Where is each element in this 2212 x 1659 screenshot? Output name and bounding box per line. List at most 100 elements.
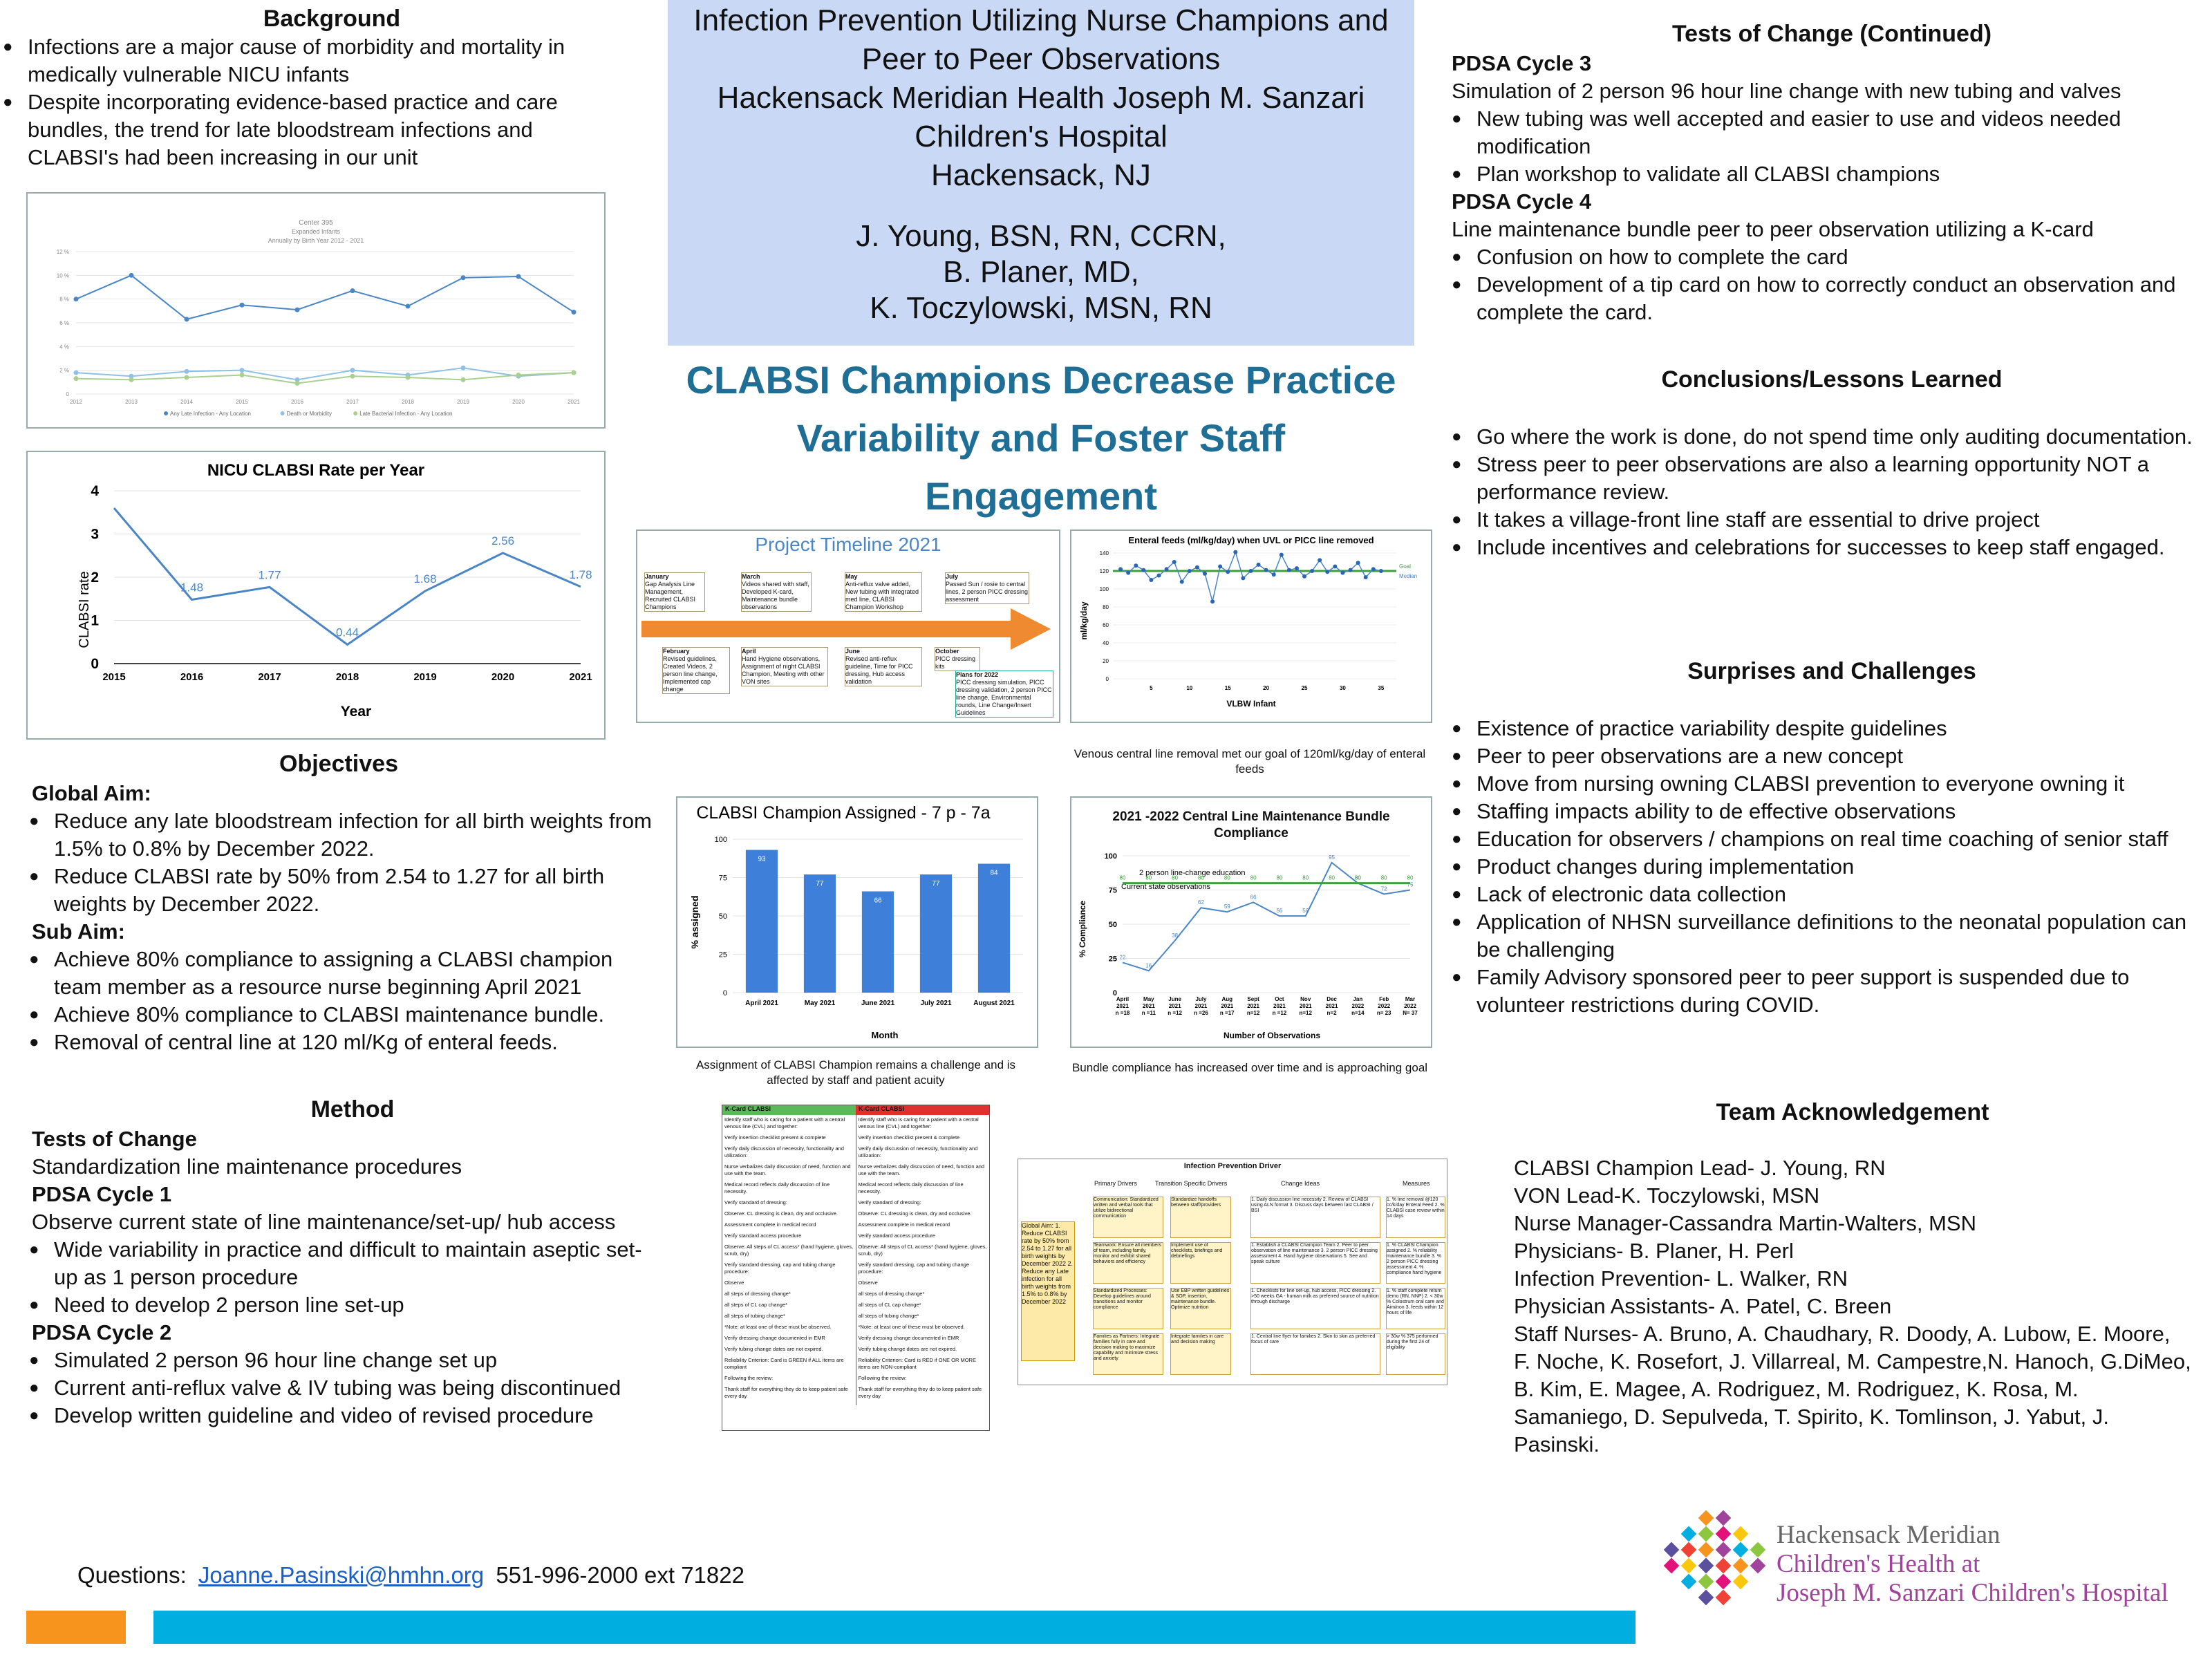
- y-tick-label: 2: [91, 570, 99, 585]
- data-label: 56: [1276, 908, 1282, 914]
- clabsi-rate-chart-svg: NICU CLABSI Rate per Year Year CLABSI ra…: [77, 461, 592, 720]
- team-title: Team Acknowledgement: [1716, 1099, 1989, 1125]
- pdsa4-bullet: Confusion on how to complete the card: [1449, 243, 2195, 271]
- y-tick-label: 2 %: [59, 368, 69, 374]
- data-point: [460, 377, 466, 382]
- global-aim-bullet: Reduce any late bloodstream infection fo…: [26, 807, 662, 863]
- enteral-caption: Venous central line removal met our goal…: [1074, 747, 1426, 776]
- surprise-bullet: Move from nursing owning CLABSI preventi…: [1449, 770, 2195, 798]
- y-axis-label: CLABSI rate: [77, 571, 92, 648]
- logo-tile: [1680, 1573, 1697, 1590]
- timeline-plans: Plans for 2022 PICC dressing simulation, …: [955, 671, 1053, 718]
- x-tick-label: Nov 2021 n=12: [1299, 996, 1312, 1016]
- x-tick-label: June 2021 n =12: [1168, 996, 1182, 1016]
- logo-tile: [1715, 1557, 1732, 1574]
- x-tick-label: 2016: [180, 671, 203, 683]
- pdsa2-list: Simulated 2 person 96 hour line change s…: [26, 1347, 676, 1430]
- data-label: 80: [1145, 875, 1152, 881]
- title-line: Peer to Peer Observations: [861, 42, 1221, 76]
- data-point: [571, 310, 577, 315]
- logo-tile: [1698, 1526, 1714, 1542]
- data-point: [239, 373, 245, 378]
- pdsa4-text: Line maintenance bundle peer to peer obs…: [1452, 217, 2094, 241]
- y-tick-label: 120: [1100, 568, 1109, 574]
- data-point: [1286, 568, 1291, 572]
- tests-of-change-title: Tests of Change: [32, 1127, 197, 1151]
- timeline-arrow: [641, 608, 1051, 650]
- data-point: [405, 303, 411, 309]
- y-tick-label: 0: [1106, 676, 1109, 682]
- logo-tile: [1663, 1557, 1680, 1574]
- k-card-line: Verify daily discussion of necessity, fu…: [724, 1145, 844, 1159]
- data-label: 84: [990, 870, 998, 877]
- series-line: [113, 507, 581, 646]
- driver-box: 1. % CLABSI Champion assigned 2. % relia…: [1386, 1242, 1445, 1284]
- pdsa3-title: PDSA Cycle 3: [1452, 51, 1592, 75]
- driver-box: Communication: Standardized written and …: [1093, 1197, 1163, 1238]
- data-label: 77: [816, 880, 824, 888]
- bundle-compliance-chart: 2021 -2022 Central Line Maintenance Bund…: [1070, 796, 1432, 1048]
- x-tick-label: Mar 2022 N= 37: [1403, 996, 1418, 1016]
- poster-header: Infection Prevention Utilizing Nurse Cha…: [668, 0, 1414, 346]
- data-point: [571, 370, 577, 375]
- y-tick-label: 50: [719, 912, 727, 921]
- contact-email-link[interactable]: Joanne.Pasinski@hmhn.org: [198, 1562, 485, 1588]
- data-point: [1149, 578, 1154, 582]
- data-point: [129, 272, 134, 278]
- title-line: Hackensack Meridian Health Joseph M. San…: [717, 81, 1365, 115]
- x-tick-label: 2014: [180, 399, 193, 405]
- timeline-event: January Gap Analysis Line Management, Rec…: [644, 572, 705, 612]
- data-point: [1141, 568, 1146, 572]
- footer-blue-bar: [153, 1611, 1635, 1644]
- x-tick-label: 2021: [569, 671, 592, 683]
- logo-tile: [1715, 1510, 1732, 1526]
- timeline-event: March Videos shared with staff, Developed…: [741, 572, 812, 612]
- series-line: [75, 372, 574, 384]
- logo-tile: [1698, 1541, 1714, 1558]
- y-tick-label: 20: [1103, 658, 1109, 664]
- conclusion-bullet: Include incentives and celebrations for …: [1449, 534, 2195, 561]
- y-tick-label: 100: [1100, 586, 1109, 592]
- author-line: K. Toczylowski, MSN, RN: [870, 291, 1212, 325]
- driver-box: 1. Checklists for line set-up, hub acces…: [1250, 1288, 1380, 1329]
- data-point: [1194, 565, 1199, 570]
- k-card-line: all steps of dressing change*: [724, 1291, 791, 1297]
- k-card-line: Verify standard dressing, cap and tubing…: [858, 1262, 970, 1275]
- champion-assigned-chart: CLABSI Champion Assigned - 7 p - 7a Mont…: [676, 796, 1038, 1048]
- conclusion-bullet: It takes a village-front line staff are …: [1449, 506, 2195, 534]
- champion-assigned-chart-svg: CLABSI Champion Assigned - 7 p - 7a Mont…: [689, 803, 1023, 1040]
- data-label: 1.48: [180, 581, 203, 594]
- background-bullet: Infections are a major cause of morbidit…: [0, 33, 622, 88]
- team-line: Infection Prevention- L. Walker, RN: [1514, 1266, 1848, 1291]
- conclusions-title: Conclusions/Lessons Learned: [1661, 366, 2003, 393]
- surprise-bullet: Education for observers / champions on r…: [1449, 825, 2195, 853]
- logo-tile: [1680, 1526, 1697, 1542]
- k-card-line: Observe: CL dressing is clean, dry and o…: [858, 1210, 972, 1217]
- driver-box: 1. Central line flyer for families 2. Sk…: [1250, 1333, 1380, 1375]
- logo-tile: [1715, 1526, 1732, 1542]
- k-card-line: Thank staff for everything they do to ke…: [724, 1386, 848, 1399]
- data-label: 80: [1355, 875, 1361, 881]
- k-card-line: Observe: CL dressing is clean, dry and o…: [724, 1210, 838, 1217]
- k-card-line: Verify tubing change dates are not expir…: [858, 1346, 957, 1352]
- x-axis-label: Number of Observations: [1224, 1031, 1320, 1040]
- data-point: [1179, 579, 1184, 584]
- data-label: 80: [1302, 875, 1309, 881]
- hospital-logo-mark: [1659, 1507, 1777, 1611]
- k-card-line: Assessment complete in medical record: [858, 1221, 950, 1228]
- k-card-line: all steps of CL cap change*: [858, 1302, 921, 1308]
- k-card-line: Reliability Criterion: Card is GREEN if …: [724, 1357, 844, 1370]
- driver-col-header: Transition Specific Drivers: [1155, 1180, 1228, 1187]
- logo-tile: [1698, 1557, 1714, 1574]
- data-point: [1118, 567, 1123, 572]
- data-point: [184, 375, 189, 380]
- driver-col-header: Measures: [1403, 1180, 1430, 1187]
- x-tick-label: July 2021: [920, 1000, 951, 1007]
- x-tick-label: 35: [1378, 685, 1384, 691]
- series-line: [75, 367, 574, 381]
- timeline-event: July Passed Sun / rosie to central lines,…: [945, 572, 1029, 604]
- pdsa3-text: Simulation of 2 person 96 hour line chan…: [1452, 79, 2121, 103]
- driver-col-header: Primary Drivers: [1094, 1180, 1137, 1187]
- data-point: [239, 368, 245, 373]
- k-card-line: *Note: at least one of these must be obs…: [858, 1324, 965, 1330]
